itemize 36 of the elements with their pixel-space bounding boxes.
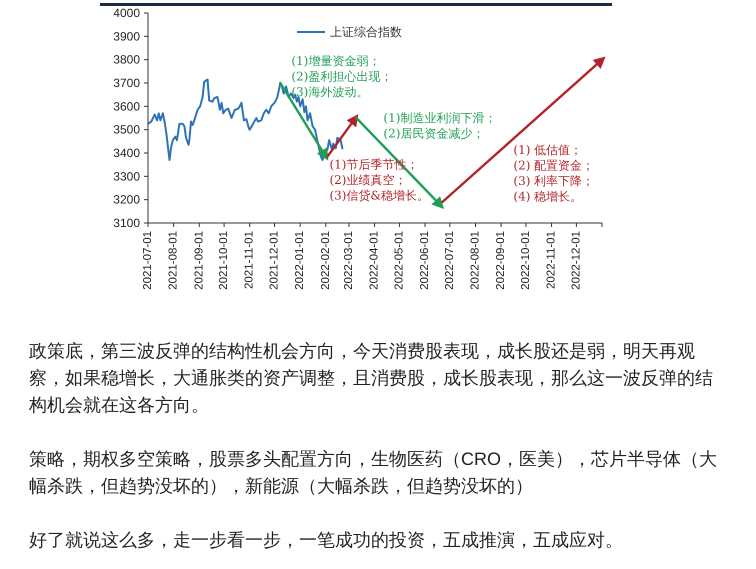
- x-tick-label: 2021-09-01: [193, 231, 206, 290]
- y-tick-label: 3300: [113, 169, 140, 184]
- x-tick-label: 2022-12-01: [570, 231, 582, 290]
- x-tick-label: 2022-10-01: [520, 231, 532, 290]
- legend: 上证综合指数: [297, 25, 402, 39]
- y-tick-label: 3200: [113, 192, 140, 207]
- text: 策略，期权多空策略，股票多头配置方向，生物医药（CRO，医美），芯片半导体（大幅杀跌，但趋势没坏的），新能源（大幅杀跌，但趋势没坏的）: [29, 448, 717, 498]
- text: 好了就说这么多，走一步看一步，一笔成功的投资，五成推演，五成应对。: [29, 529, 624, 552]
- x-tick-label: 2022-02-01: [320, 231, 332, 290]
- x-tick-label: 2022-03-01: [342, 231, 355, 290]
- y-tick-label: 3900: [113, 29, 140, 44]
- x-tick-label: 2022-04-01: [368, 231, 381, 290]
- y-tick-label: 3800: [113, 52, 140, 67]
- text: 政策底，第三波反弹的结构性机会方向，今天消费股表现，成长股还是弱，明天再观察，如果稳增长，大通胀类的资产调整，且消费股，成长股表现，那么这一波反弹的结构机会就在这各方向。: [29, 340, 714, 417]
- note: (1)增量资金弱； (2)盈利担心出现； (3)海外波动。: [291, 54, 392, 99]
- y-tick-label: 3500: [113, 122, 140, 137]
- y-tick-label: 3100: [113, 216, 140, 230]
- x-tick-label: 2021-11-01: [244, 231, 256, 289]
- x-tick-label: 2022-01-01: [294, 231, 306, 290]
- x-tick-label: 2021-07-01: [142, 231, 154, 290]
- x-tick-label: 2022-09-01: [495, 231, 508, 290]
- note: (1)制造业利润下滑； (2)居民资金减少；: [383, 111, 496, 140]
- x-tick-label: 2022-11-01: [546, 231, 558, 289]
- y-tick-label: 4000: [113, 6, 140, 20]
- legend-label: 上证综合指数: [330, 25, 402, 39]
- y-tick-label: 3700: [113, 76, 140, 90]
- x-tick-label: 2021-08-01: [168, 231, 180, 290]
- y-tick-label: 3400: [113, 146, 140, 160]
- note: (1) 低估值； (2) 配置资金； (3) 利率下降； (4) 稳增长。: [513, 143, 594, 204]
- x-tick-label: 2021-12-01: [268, 231, 281, 290]
- y-tick-label: 3600: [113, 99, 140, 114]
- x-tick-label: 2022-05-01: [393, 231, 406, 290]
- x-tick-label: 2021-10-01: [218, 231, 230, 290]
- x-tick-label: 2022-07-01: [444, 231, 456, 290]
- x-tick-label: 2022-06-01: [419, 231, 432, 290]
- x-tick-label: 2022-08-01: [469, 231, 482, 290]
